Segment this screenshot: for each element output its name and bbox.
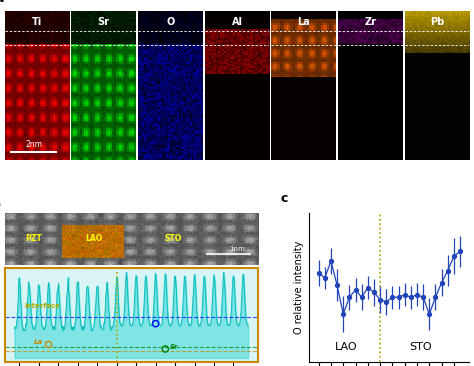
Text: Al: Al <box>231 17 243 27</box>
Text: LAO: LAO <box>86 234 103 243</box>
Text: Zr: Zr <box>365 17 376 27</box>
Text: O: O <box>166 17 174 27</box>
Text: La: La <box>34 340 43 346</box>
Y-axis label: O relative intensity: O relative intensity <box>294 241 304 334</box>
Text: STO: STO <box>164 234 182 243</box>
Text: 1nm: 1nm <box>230 246 246 252</box>
Text: b: b <box>0 198 1 211</box>
Text: c: c <box>281 193 288 205</box>
Point <box>162 346 169 352</box>
Text: a: a <box>0 0 3 5</box>
Text: Ti: Ti <box>32 17 42 27</box>
Point <box>45 341 52 347</box>
Text: Pb: Pb <box>430 17 444 27</box>
Text: 2nm: 2nm <box>25 139 42 149</box>
Point <box>152 321 159 326</box>
Text: LAO: LAO <box>335 342 357 352</box>
Text: Interface: Interface <box>24 303 60 309</box>
Text: STO: STO <box>409 342 431 352</box>
Text: PZT: PZT <box>25 234 42 243</box>
Text: Sr: Sr <box>98 17 109 27</box>
Text: La: La <box>297 17 310 27</box>
Text: Sr: Sr <box>170 344 179 350</box>
